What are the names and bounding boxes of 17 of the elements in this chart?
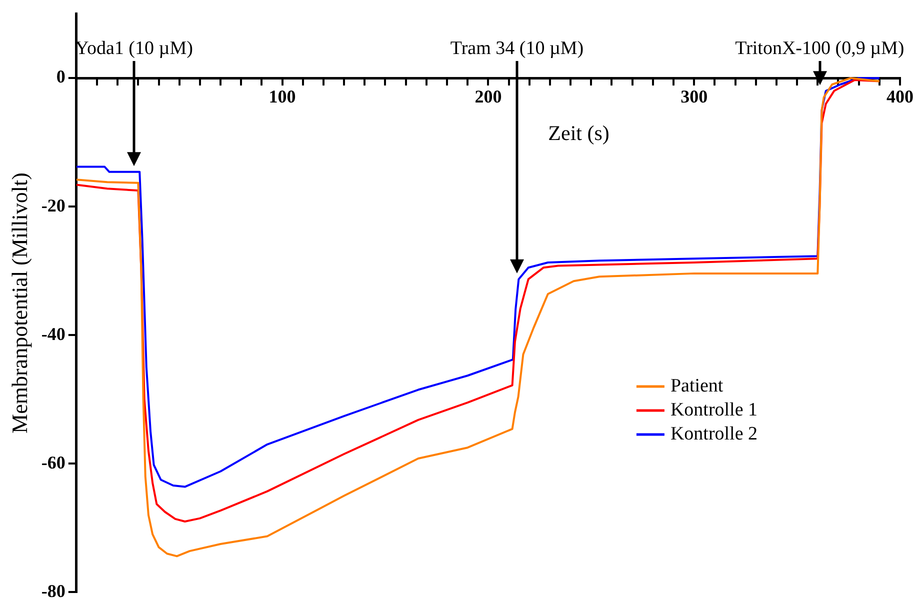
legend-label: Patient [670, 376, 724, 397]
y-tick-label: 0 [56, 66, 66, 87]
ref-line-label: Tram 34 (10 µM) [450, 38, 584, 59]
legend-label: Kontrolle 1 [670, 400, 758, 421]
x-tick-label: 300 [680, 86, 708, 107]
x-tick-label: 200 [474, 86, 502, 107]
x-tick-label: 100 [268, 86, 296, 107]
legend-label: Kontrolle 2 [670, 424, 758, 445]
x-axis-title: Zeit (s) [548, 121, 610, 146]
y-tick-label: -20 [41, 195, 66, 216]
y-tick-label: -80 [41, 580, 66, 601]
y-tick-label: -40 [41, 324, 66, 344]
y-tick-label: -60 [41, 452, 66, 472]
y-axis-title: Membranpotential (Millivolt) [6, 172, 32, 434]
ref-line-label: TritonX-100 (0,9 µM) [735, 38, 904, 59]
ref-line-label: Yoda1 (10 µM) [75, 38, 193, 59]
x-tick-label: 400 [886, 86, 914, 107]
